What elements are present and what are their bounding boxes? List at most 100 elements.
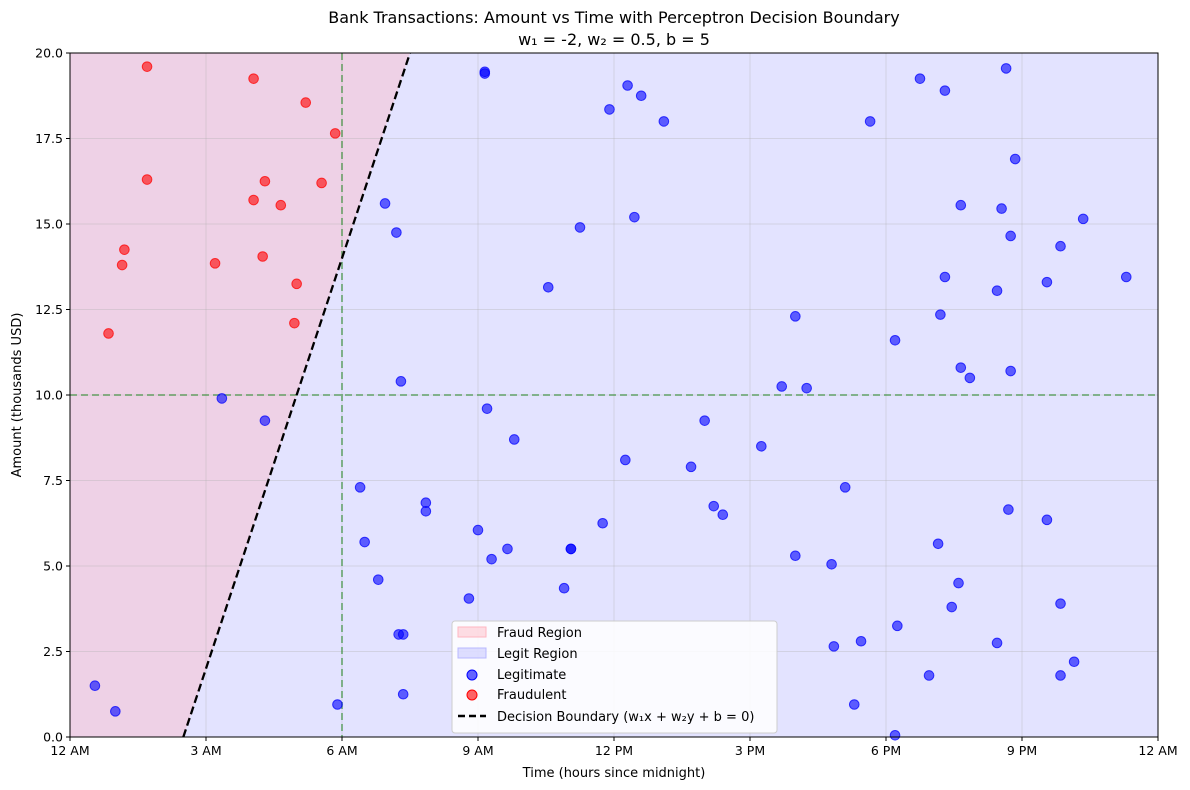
legitimate-point <box>359 536 370 548</box>
legend-fraud-region-label: Fraud Region <box>497 626 582 641</box>
fraudulent-point <box>300 97 312 108</box>
legitimate-point <box>508 434 520 445</box>
legend: Fraud Region Legit Region Legitimate Fra… <box>451 620 778 734</box>
legitimate-point <box>110 706 121 717</box>
y-tick-label: 15.0 <box>35 217 63 232</box>
legitimate-point <box>1003 504 1014 515</box>
legitimate-point <box>756 441 767 452</box>
y-tick-label: 5.0 <box>43 559 63 574</box>
legitimate-point <box>828 641 840 652</box>
legitimate-point <box>1041 514 1053 526</box>
legitimate-point <box>839 482 851 493</box>
legitimate-point <box>946 601 958 613</box>
legitimate-point <box>89 680 101 692</box>
legitimate-point <box>955 199 967 211</box>
legitimate-point <box>397 629 409 640</box>
legitimate-point <box>463 593 475 604</box>
legitimate-point <box>932 538 944 550</box>
fraudulent-point <box>289 317 300 329</box>
legitimate-point <box>379 198 391 209</box>
legitimate-point <box>542 281 554 293</box>
legend-legitimate-label: Legitimate <box>497 668 566 683</box>
legitimate-point <box>259 415 271 426</box>
legitimate-point <box>991 285 1003 296</box>
fraudulent-point <box>329 128 341 139</box>
legitimate-point <box>658 116 670 127</box>
reference-lines <box>70 53 1158 737</box>
legend-legitimate-marker <box>466 669 478 681</box>
legitimate-point <box>889 334 901 346</box>
chart-title: Bank Transactions: Amount vs Time with P… <box>328 8 899 27</box>
y-tick-label: 7.5 <box>43 473 63 488</box>
x-axis-ticks: 12 AM 3 AM 6 AM 9 AM 12 PM 3 PM 6 PM 9 PM 12 AM <box>50 737 1178 758</box>
legitimate-point <box>502 543 513 555</box>
y-axis-ticks: 0.0 2.5 5.0 7.5 10.0 12.5 15.0 17.5 20.0 <box>35 46 70 745</box>
legitimate-point <box>892 620 903 632</box>
legitimate-point <box>1120 271 1132 283</box>
legitimate-point <box>1005 365 1016 377</box>
y-tick-label: 12.5 <box>35 302 63 317</box>
legitimate-point <box>964 372 976 384</box>
legitimate-point <box>790 550 801 562</box>
legitimate-point <box>889 729 901 741</box>
legitimate-point <box>622 80 633 91</box>
legitimate-point <box>479 68 491 79</box>
legend-box <box>451 620 778 734</box>
fraudulent-point <box>119 244 130 255</box>
legitimate-point <box>354 482 366 493</box>
fraudulent-point <box>257 251 268 262</box>
fraudulent-point <box>103 328 114 339</box>
legitimate-point <box>699 415 710 426</box>
legitimate-point <box>574 222 586 233</box>
legitimate-point <box>935 309 946 320</box>
x-tick-label: 9 AM <box>462 743 493 758</box>
y-tick-label: 0.0 <box>43 730 63 745</box>
legitimate-point <box>565 543 577 555</box>
x-tick-label: 6 AM <box>326 743 357 758</box>
x-tick-label: 12 AM <box>1138 743 1177 758</box>
y-tick-label: 10.0 <box>35 388 63 403</box>
legitimate-point <box>685 461 697 473</box>
legitimate-point <box>996 203 1007 214</box>
legitimate-point <box>395 376 407 387</box>
x-tick-label: 9 PM <box>1007 743 1037 758</box>
legend-fraudulent-label: Fraudulent <box>497 688 567 703</box>
y-tick-label: 17.5 <box>35 131 63 146</box>
chart-subtitle: w₁ = -2, w₂ = 0.5, b = 5 <box>518 30 710 49</box>
y-tick-label: 20.0 <box>35 46 63 61</box>
fraudulent-point <box>141 174 153 185</box>
legitimate-point <box>708 500 720 512</box>
legitimate-point <box>1068 656 1080 668</box>
legitimate-point <box>848 699 860 710</box>
x-tick-label: 6 PM <box>871 743 901 758</box>
legitimate-point <box>1005 230 1016 242</box>
legitimate-point <box>332 699 343 710</box>
legitimate-point <box>372 574 384 585</box>
decision-boundary-line <box>182 52 412 738</box>
fraudulent-point <box>259 175 271 187</box>
y-tick-label: 2.5 <box>43 644 63 659</box>
legitimate-point <box>629 211 640 223</box>
legitimate-point <box>991 637 1003 649</box>
y-axis-label: Amount (thousands USD) <box>10 313 25 478</box>
legitimate-point <box>801 382 812 394</box>
x-axis-label: Time (hours since midnight) <box>522 766 706 781</box>
legitimate-point <box>1041 276 1053 288</box>
legitimate-point <box>1077 213 1089 225</box>
fraudulent-point <box>141 61 153 72</box>
legitimate-point <box>216 393 228 404</box>
fraudulent-point <box>248 73 259 84</box>
legitimate-point <box>939 271 951 283</box>
legend-legit-region-swatch <box>457 647 487 659</box>
x-tick-label: 12 PM <box>595 743 633 758</box>
x-tick-label: 12 AM <box>50 743 89 758</box>
legitimate-point <box>864 116 876 127</box>
legitimate-point <box>855 635 867 647</box>
x-tick-label: 3 AM <box>190 743 221 758</box>
legitimate-point <box>597 517 608 529</box>
legitimate-point <box>604 104 615 115</box>
fraudulent-point <box>275 199 287 211</box>
data-points <box>89 61 1132 741</box>
fraudulent-point <box>291 278 302 290</box>
